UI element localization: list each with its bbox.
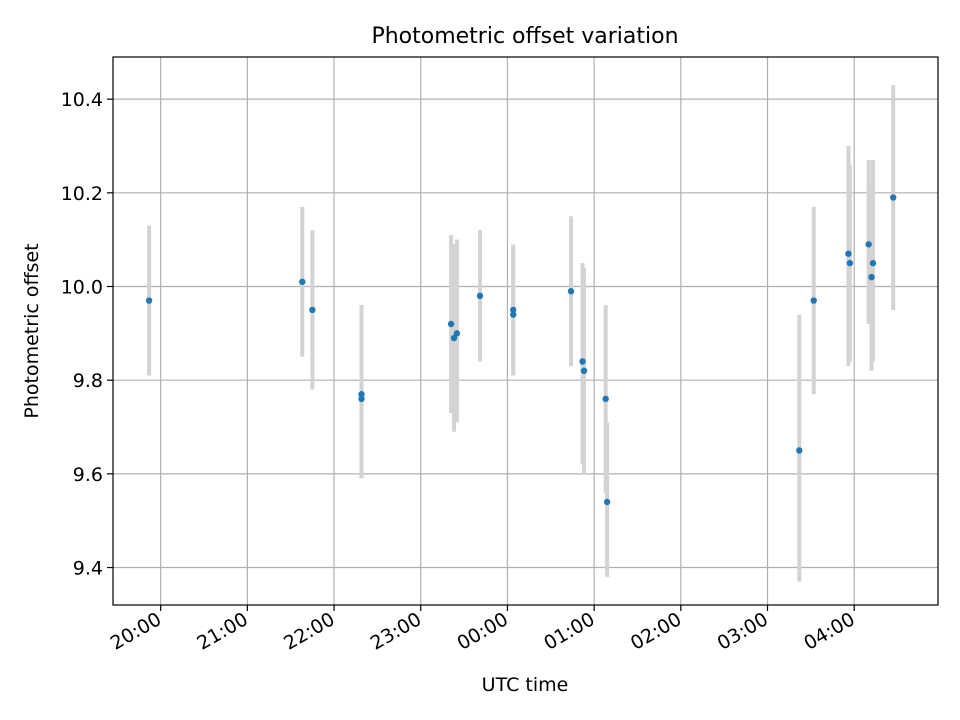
data-point (603, 498, 611, 506)
x-tick-label: 03:00 (714, 608, 772, 654)
x-axis-label: UTC time (482, 674, 569, 696)
data-point (865, 241, 872, 248)
y-tick-label: 9.4 (73, 558, 103, 580)
x-axis-ticks: 20:00 21:00 22:00 23:00 00:00 01:00 02:00 03:00… (107, 605, 859, 655)
data-point (602, 395, 609, 403)
y-tick-label: 10.4 (61, 89, 103, 111)
x-tick-label: 00:00 (454, 608, 512, 654)
y-tick-label: 10.0 (61, 277, 103, 299)
data-point (450, 334, 458, 342)
y-axis-label: Photometric offset (21, 243, 43, 418)
data-point (846, 259, 854, 267)
data-point (145, 297, 153, 304)
chart-title: Photometric offset variation (371, 24, 678, 49)
y-tick-label: 9.8 (73, 370, 103, 392)
x-tick-label: 23:00 (367, 608, 425, 654)
data-point (358, 391, 365, 398)
data-point (868, 273, 875, 281)
data-point (890, 194, 897, 201)
x-tick-label: 04:00 (800, 608, 858, 654)
data-point (453, 330, 461, 337)
data-point (567, 287, 575, 295)
data-point (476, 292, 484, 300)
data-point (358, 395, 365, 403)
data-point (299, 278, 306, 286)
x-tick-label: 01:00 (540, 608, 598, 654)
data-point (869, 259, 877, 267)
data-point (845, 250, 852, 257)
y-tick-label: 9.6 (73, 464, 103, 486)
data-point (510, 311, 517, 318)
data-point (810, 297, 817, 304)
y-tick-label: 10.2 (61, 183, 103, 205)
data-points (145, 194, 897, 506)
grid (113, 57, 938, 605)
data-point (309, 306, 316, 314)
x-tick-label: 20:00 (107, 608, 165, 654)
x-tick-label: 21:00 (193, 608, 251, 654)
y-axis-ticks: 9.4 9.6 9.8 10.0 10.2 10.4 (61, 89, 113, 580)
x-tick-label: 22:00 (280, 608, 338, 654)
data-point (510, 306, 517, 314)
data-point (580, 367, 588, 375)
data-point (447, 320, 455, 328)
data-point (579, 358, 586, 365)
data-point (796, 447, 803, 454)
plot-frame (112, 56, 939, 606)
error-bars (147, 85, 896, 582)
x-tick-label: 02:00 (627, 608, 685, 654)
